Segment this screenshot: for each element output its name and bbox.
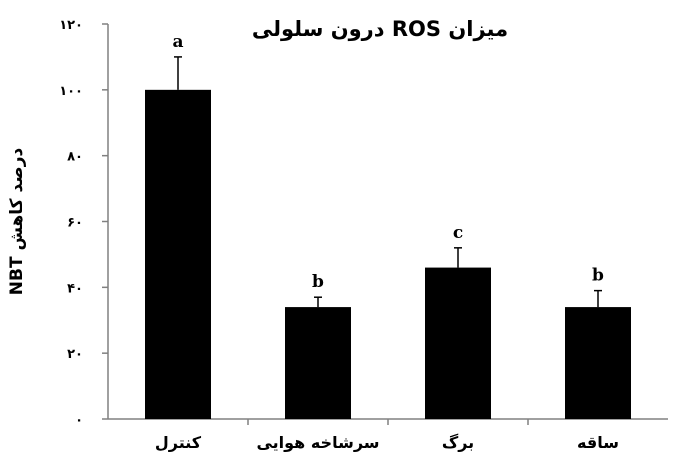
chart-title: میزان ROS درون سلولی <box>252 17 508 41</box>
data-label: a <box>172 32 183 52</box>
y-tick-label: ۲۰ <box>67 347 83 362</box>
data-label: b <box>312 272 324 292</box>
category-labels: کنترل سرشاخه هوایی برگ ساقه <box>155 433 619 452</box>
y-tick-label: ۴۰ <box>67 281 83 296</box>
data-label: b <box>592 266 604 286</box>
bars <box>145 89 631 419</box>
bar <box>565 307 631 419</box>
bar <box>285 307 351 419</box>
x-ticks <box>247 419 529 425</box>
y-axis-label: درصد کاهش NBT <box>7 147 27 295</box>
bar <box>425 267 491 419</box>
y-tick-label: ۱۲۰ <box>59 18 83 33</box>
y-tick-label: ۸۰ <box>67 150 83 165</box>
category-label: کنترل <box>155 433 202 452</box>
bar <box>145 89 211 419</box>
category-label: سرشاخه هوایی <box>256 433 379 452</box>
category-label: ساقه <box>577 433 619 452</box>
y-tick-label: ۰ <box>75 413 83 428</box>
y-tick-label: ۱۰۰ <box>59 84 83 99</box>
data-label: c <box>453 223 463 243</box>
y-ticks: ۰ ۲۰ ۴۰ ۶۰ ۸۰ ۱۰۰ ۱۲۰ <box>59 18 108 428</box>
error-bars <box>174 56 602 308</box>
category-label: برگ <box>442 433 474 452</box>
y-tick-label: ۶۰ <box>67 216 83 231</box>
data-labels: a b c b <box>172 32 604 292</box>
